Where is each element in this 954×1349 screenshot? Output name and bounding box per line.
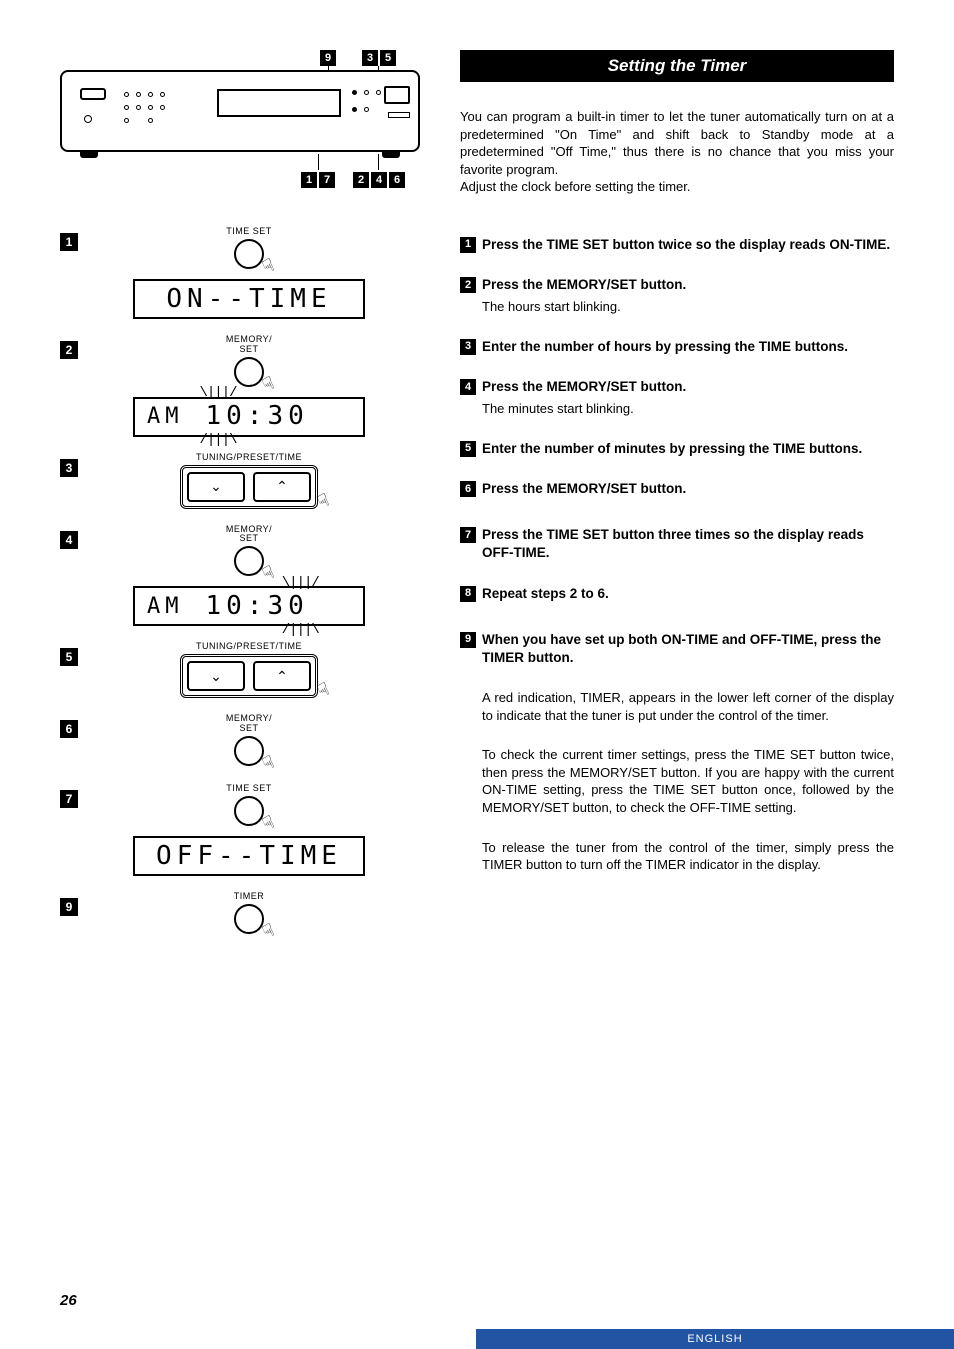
step-num-1: 1 [60,233,78,251]
rocker-up-icon: ⌃ [253,472,311,502]
rocker-up-icon: ⌃ [253,661,311,691]
time-set-button-icon: ☟ [234,796,264,826]
left-column: 9 3 5 [60,50,420,942]
step-4: 4 MEMORY/ SET ☟ AM 10:30 \|||/ /|||\ [60,525,420,627]
hand-cursor-icon: ☟ [314,489,333,513]
device-callouts: 9 3 5 [60,50,420,205]
timer-button-icon: ☟ [234,904,264,934]
tuning-rocker: ⌄ ⌃ ☟ [180,654,318,698]
memory-set-button-icon: ☟ [234,736,264,766]
instr-7: 7 Press the TIME SET button three times … [460,526,894,562]
hand-cursor-icon: ☟ [259,812,278,836]
hand-cursor-icon: ☟ [259,562,278,586]
step-5: 5 TUNING/PRESET/TIME ⌄ ⌃ ☟ [60,642,420,698]
device-lcd [217,89,341,117]
device-illustration [60,70,420,152]
lcd-hours-blink: AM \|||/ 10:30 /|||\ [133,397,365,437]
btn-label-tuning: TUNING/PRESET/TIME [196,642,302,652]
page-number: 26 [60,1292,77,1309]
note-1: A red indication, TIMER, appears in the … [482,689,894,724]
instr-2: 2 Press the MEMORY/SET button. The hours… [460,276,894,316]
step-3: 3 TUNING/PRESET/TIME ⌄ ⌃ ☟ [60,453,420,509]
tuning-rocker: ⌄ ⌃ ☟ [180,465,318,509]
section-title: Setting the Timer [460,50,894,82]
instr-9: 9 When you have set up both ON-TIME and … [460,631,894,667]
manual-page: 9 3 5 [0,0,954,982]
btn-label-tuning: TUNING/PRESET/TIME [196,453,302,463]
instr-5: 5 Enter the number of minutes by pressin… [460,440,894,458]
step-num-2: 2 [60,341,78,359]
btn-label-timer: TIMER [234,892,265,902]
btn-label-timeset: TIME SET [226,227,272,237]
callout-5: 5 [380,50,396,66]
instr-4: 4 Press the MEMORY/SET button. The minut… [460,378,894,418]
hand-cursor-icon: ☟ [314,679,333,703]
rocker-down-icon: ⌄ [187,661,245,691]
step-num-3: 3 [60,459,78,477]
lcd-on-time: ON--TIME [133,279,365,319]
callout-1: 1 [301,172,317,188]
callout-3: 3 [362,50,378,66]
intro-text: You can program a built-in timer to let … [460,108,894,196]
callout-9: 9 [320,50,336,66]
step-7: 7 TIME SET ☟ OFF--TIME [60,784,420,876]
hand-cursor-icon: ☟ [259,919,278,943]
btn-label-memory: MEMORY/ SET [226,525,272,545]
instr-3: 3 Enter the number of hours by pressing … [460,338,894,356]
hand-cursor-icon: ☟ [259,372,278,396]
time-set-button-icon: ☟ [234,239,264,269]
instr-6: 6 Press the MEMORY/SET button. [460,480,894,498]
step-num-9: 9 [60,898,78,916]
memory-set-button-icon: ☟ [234,357,264,387]
rocker-down-icon: ⌄ [187,472,245,502]
step-num-5: 5 [60,648,78,666]
step-num-6: 6 [60,720,78,738]
step-1: 1 TIME SET ☟ ON--TIME [60,227,420,319]
step-num-4: 4 [60,531,78,549]
step-6: 6 MEMORY/ SET ☟ [60,714,420,768]
lcd-off-time: OFF--TIME [133,836,365,876]
step-9: 9 TIMER ☟ [60,892,420,936]
memory-set-button-icon: ☟ [234,546,264,576]
lcd-minutes-blink: AM 10:30 \|||/ /|||\ [133,586,365,626]
right-column: Setting the Timer You can program a buil… [460,50,894,942]
hand-cursor-icon: ☟ [259,752,278,776]
btn-label-timeset: TIME SET [226,784,272,794]
instr-1: 1 Press the TIME SET button twice so the… [460,236,894,254]
step-num-7: 7 [60,790,78,808]
note-2: To check the current timer settings, pre… [482,746,894,816]
callout-7: 7 [319,172,335,188]
hand-cursor-icon: ☟ [259,255,278,279]
btn-label-memory: MEMORY/ SET [226,714,272,734]
callout-2: 2 [353,172,369,188]
footer-language: ENGLISH [476,1329,954,1349]
callout-6: 6 [389,172,405,188]
step-2: 2 MEMORY/ SET ☟ AM \|||/ 10:30 /|||\ [60,335,420,437]
callout-4: 4 [371,172,387,188]
btn-label-memory: MEMORY/ SET [226,335,272,355]
note-3: To release the tuner from the control of… [482,839,894,874]
instr-8: 8 Repeat steps 2 to 6. [460,585,894,603]
